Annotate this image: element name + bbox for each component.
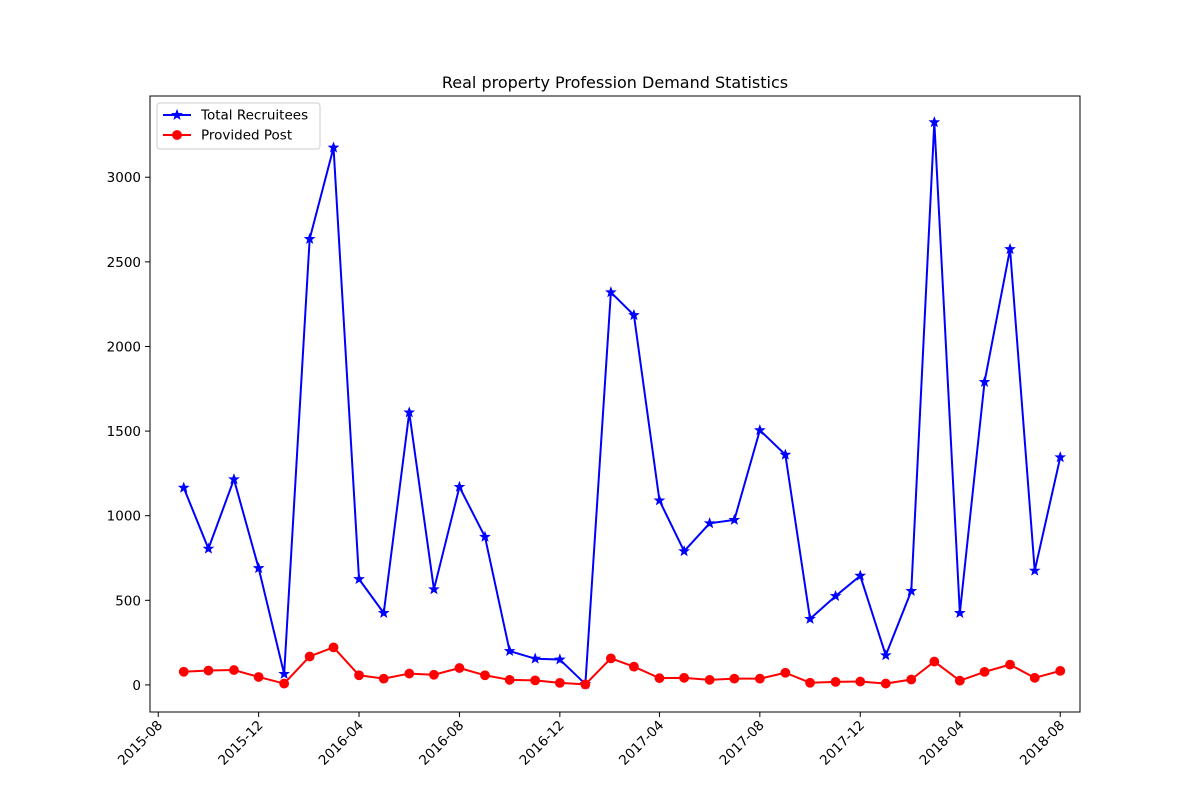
data-point <box>780 667 791 678</box>
data-point <box>1004 243 1016 255</box>
data-point <box>428 583 440 595</box>
series-layer <box>177 116 1067 690</box>
data-point <box>554 653 566 665</box>
legend-marker <box>172 130 182 140</box>
data-point <box>1055 665 1066 676</box>
y-tick-label: 3000 <box>107 170 141 186</box>
data-point <box>830 676 841 687</box>
data-point <box>804 612 816 624</box>
data-point <box>855 676 866 687</box>
data-point <box>479 530 491 542</box>
legend-marker <box>171 108 183 120</box>
data-point <box>530 675 541 686</box>
data-point <box>954 675 965 686</box>
data-point <box>454 663 465 673</box>
data-point <box>279 678 290 689</box>
series-1 <box>177 116 1067 690</box>
data-point <box>979 666 990 677</box>
data-point <box>679 672 690 683</box>
y-tick-label: 0 <box>132 678 141 694</box>
chart-title: Real property Profession Demand Statisti… <box>442 73 788 92</box>
data-point <box>628 309 640 321</box>
data-point <box>906 674 917 685</box>
data-point <box>378 673 389 684</box>
data-point <box>629 661 639 672</box>
y-tick-label: 2000 <box>107 339 141 355</box>
data-point <box>228 473 240 485</box>
legend-label: Total Recruitees <box>200 108 308 124</box>
y-tick-label: 500 <box>115 593 141 609</box>
legend-entry-total-recruitees: Total Recruitees <box>163 108 308 124</box>
data-point <box>202 542 215 554</box>
legend-label: Provided Post <box>201 128 292 144</box>
series-line <box>182 121 1062 686</box>
data-point <box>1029 672 1040 683</box>
plot-area-frame <box>149 95 1081 713</box>
legend-box <box>156 102 321 150</box>
data-point <box>728 513 741 525</box>
data-point <box>929 656 940 667</box>
data-point <box>580 679 591 690</box>
data-point <box>905 584 918 596</box>
data-point <box>278 667 290 679</box>
data-point <box>678 545 690 557</box>
legend: Total Recruitees Provided Post <box>156 102 321 150</box>
data-point <box>503 644 516 657</box>
data-point <box>328 642 339 653</box>
data-point <box>178 666 189 677</box>
data-point <box>978 375 991 387</box>
y-tick-label: 1500 <box>107 424 141 440</box>
data-point <box>229 665 239 675</box>
data-point <box>1028 564 1041 576</box>
data-point <box>252 562 265 574</box>
data-point <box>304 651 315 662</box>
data-point <box>429 669 439 680</box>
data-point <box>805 677 815 688</box>
data-point <box>653 494 666 506</box>
data-point <box>554 677 565 688</box>
data-point <box>480 670 490 681</box>
data-point <box>779 448 792 460</box>
legend-entry-provided-post: Provided Post <box>163 128 292 144</box>
data-point <box>1005 659 1015 670</box>
data-point <box>404 668 415 679</box>
y-axis: 0 500 1000 1500 2000 2500 3000 <box>107 170 150 694</box>
data-point <box>504 674 515 685</box>
data-point <box>829 589 842 602</box>
data-point <box>327 141 340 153</box>
data-point <box>1054 451 1067 463</box>
data-point <box>754 673 765 684</box>
y-tick-label: 1000 <box>107 509 141 525</box>
data-point <box>253 672 264 682</box>
data-point <box>353 573 365 585</box>
data-point <box>654 673 665 684</box>
data-point <box>854 569 867 581</box>
data-point <box>729 673 740 684</box>
data-point <box>880 678 891 689</box>
data-point <box>303 232 316 244</box>
data-point <box>605 286 617 298</box>
data-point <box>879 649 892 661</box>
data-point <box>754 424 766 436</box>
data-point <box>203 665 214 676</box>
data-point <box>377 606 390 618</box>
data-point <box>177 481 190 493</box>
data-point <box>703 517 716 529</box>
data-point <box>605 653 616 664</box>
data-point <box>529 652 542 664</box>
data-point <box>403 406 416 418</box>
data-point <box>954 606 966 618</box>
data-point <box>928 116 941 128</box>
data-point <box>453 480 466 492</box>
data-point <box>704 674 715 685</box>
series-2 <box>178 642 1066 690</box>
data-point <box>354 670 364 681</box>
y-tick-label: 2500 <box>107 255 141 271</box>
